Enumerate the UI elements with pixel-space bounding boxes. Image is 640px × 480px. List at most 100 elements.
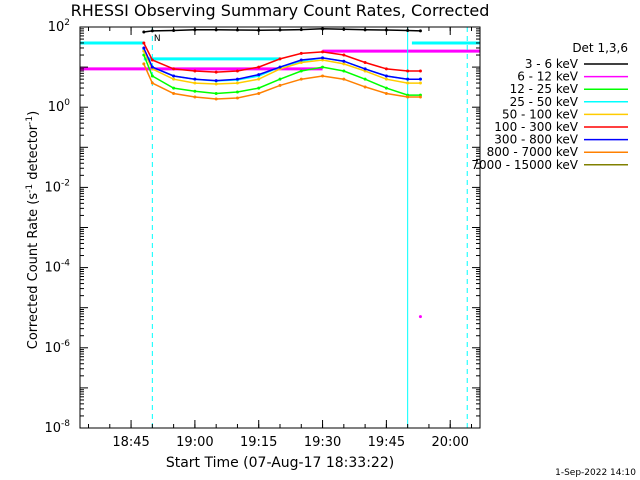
series-point-6-14: [418, 77, 422, 81]
series-point-6-1: [150, 65, 154, 69]
series-point-7-1: [150, 81, 154, 85]
series-point-7-13: [406, 95, 410, 99]
x-tick-label-0: 18:45: [112, 435, 149, 450]
series-point-2-2: [172, 86, 176, 90]
series-point-2-4: [214, 91, 218, 95]
legend-label-8: 7000 - 15000 keV: [471, 158, 578, 172]
series-point-2-1: [150, 74, 154, 78]
series-point-7-4: [214, 97, 218, 101]
series-point-5-0: [142, 41, 146, 45]
series-point-4-2: [172, 77, 176, 81]
series-point-5-5: [235, 69, 239, 73]
series-point-6-9: [321, 56, 325, 60]
series-point-5-8: [299, 51, 303, 55]
series-point-1-14: [418, 315, 422, 319]
y-tick-label-2: 10-2: [44, 178, 70, 195]
series-point-6-5: [235, 77, 239, 81]
series-point-7-5: [235, 96, 239, 100]
series-point-7-12: [384, 91, 388, 95]
series-point-4-5: [235, 81, 239, 85]
legend-title: Det 1,3,6: [572, 41, 628, 55]
series-point-6-13: [406, 77, 410, 81]
x-tick-label-3: 19:30: [304, 435, 341, 450]
x-axis-label: Start Time (07-Aug-17 18:33:22): [166, 455, 394, 471]
y-tick-label-3: 10-4: [44, 259, 70, 276]
series-point-5-13: [406, 69, 410, 73]
series-point-2-5: [235, 90, 239, 94]
series-point-5-11: [363, 61, 367, 65]
series-point-6-10: [342, 59, 346, 63]
legend-label-2: 12 - 25 keV: [510, 82, 579, 96]
series-point-5-10: [342, 53, 346, 57]
series-point-5-3: [193, 69, 197, 73]
y-tick-label-1: 100: [48, 98, 71, 115]
series-point-6-6: [257, 73, 261, 77]
series-point-4-10: [342, 62, 346, 66]
series-point-7-0: [142, 62, 146, 66]
series-point-2-6: [257, 86, 261, 90]
y-tick-label-4: 10-6: [44, 339, 70, 356]
series-point-5-6: [257, 65, 261, 69]
series-point-4-9: [321, 58, 325, 62]
series-point-2-8: [299, 69, 303, 73]
series-point-5-4: [214, 70, 218, 74]
series-point-4-6: [257, 77, 261, 81]
series-point-7-2: [172, 91, 176, 95]
series-point-0-14: [418, 29, 422, 33]
series-point-7-8: [299, 77, 303, 81]
chart-title: RHESSI Observing Summary Count Rates, Co…: [71, 1, 490, 20]
series-point-7-3: [193, 95, 197, 99]
series-point-5-9: [321, 50, 325, 54]
series-point-2-10: [342, 69, 346, 73]
series-point-4-13: [406, 81, 410, 85]
legend-label-5: 100 - 300 keV: [494, 120, 578, 134]
x-tick-label-1: 19:00: [176, 435, 213, 450]
series-point-4-3: [193, 81, 197, 85]
x-tick-label-4: 19:45: [368, 435, 405, 450]
plot-frame: [79, 26, 481, 429]
series-point-6-4: [214, 79, 218, 83]
series-point-6-8: [299, 58, 303, 62]
series-point-4-14: [418, 81, 422, 85]
series-point-6-3: [193, 77, 197, 81]
series-point-7-14: [418, 95, 422, 99]
y-tick-label-5: 10-8: [44, 419, 70, 436]
series-point-6-12: [384, 74, 388, 78]
series-point-7-7: [278, 83, 282, 87]
legend-label-4: 50 - 100 keV: [502, 107, 579, 121]
annotation-label: N: [154, 34, 161, 44]
legend-label-3: 25 - 50 keV: [510, 95, 579, 109]
legend-label-6: 300 - 800 keV: [494, 133, 578, 147]
series-point-5-1: [150, 58, 154, 62]
series-point-7-11: [363, 85, 367, 89]
series-point-2-12: [384, 86, 388, 90]
series-point-7-6: [257, 91, 261, 95]
legend-label-0: 3 - 6 keV: [525, 57, 579, 71]
x-tick-label-2: 19:15: [240, 435, 277, 450]
series-line-2: [143, 54, 421, 96]
plot-area: N: [80, 27, 480, 428]
series-point-0-0: [142, 30, 146, 34]
y-tick-label-0: 102: [48, 18, 70, 35]
series-point-5-12: [384, 67, 388, 71]
series-point-5-14: [418, 69, 422, 73]
series-point-7-9: [321, 74, 325, 78]
series-point-2-3: [193, 89, 197, 93]
timestamp: 1-Sep-2022 14:10: [555, 468, 636, 478]
x-tick-label-5: 20:00: [431, 435, 468, 450]
legend-label-7: 800 - 7000 keV: [487, 145, 579, 159]
series-point-4-12: [384, 77, 388, 81]
series-point-5-2: [172, 67, 176, 71]
series-line-0: [143, 28, 421, 33]
series-point-4-4: [214, 82, 218, 86]
series-point-6-2: [172, 74, 176, 78]
series-point-2-11: [363, 77, 367, 81]
series-point-4-8: [299, 61, 303, 65]
series-point-5-7: [278, 57, 282, 61]
axes: 18:45 19:00 19:15 19:30 19:45 20:00 102 100 10-2…: [44, 18, 481, 450]
series-point-6-7: [278, 65, 282, 69]
series-point-2-7: [278, 77, 282, 81]
y-axis-label: Corrected Count Rate (s-1 detector-1): [25, 111, 41, 349]
